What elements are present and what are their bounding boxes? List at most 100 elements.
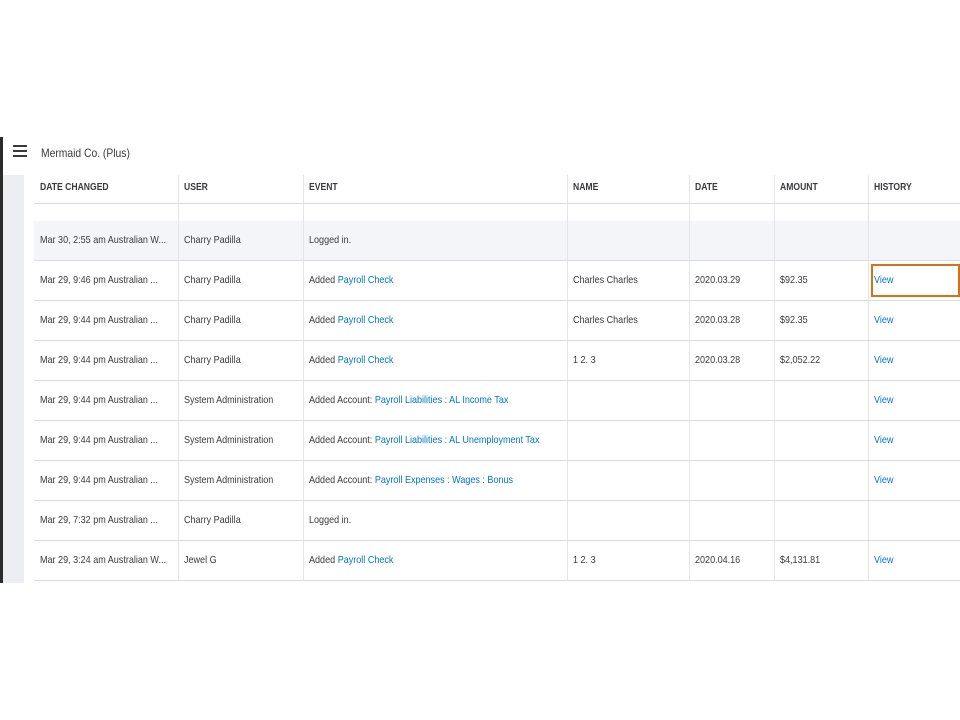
view-link[interactable]: View xyxy=(874,434,894,446)
event-link[interactable]: Payroll Check xyxy=(337,554,394,566)
amount-cell: $4,131.81 xyxy=(780,554,866,566)
amount-cell: $2,052.22 xyxy=(780,354,866,366)
date-cell: 2020.03.29 xyxy=(695,274,772,286)
event-cell: Added Payroll Check xyxy=(309,354,565,366)
cell-text: Added Account: Payroll Expenses : Wages :… xyxy=(309,474,513,486)
event-action: Added Account: xyxy=(309,394,373,406)
event-action: Logged in. xyxy=(309,234,352,246)
name-cell: 1 2. 3 xyxy=(573,354,687,366)
table-row xyxy=(34,221,960,261)
date-changed-cell: Mar 29, 9:44 pm Australian ... xyxy=(40,314,176,326)
date-cell: 2020.04.16 xyxy=(695,554,772,566)
column-separator xyxy=(303,175,304,581)
cell-text: System Administration xyxy=(184,394,274,406)
user-cell: Jewel G xyxy=(184,554,301,566)
event-link[interactable]: Payroll Liabilities : AL Unemployment Ta… xyxy=(374,434,540,446)
history-cell: View xyxy=(874,314,958,326)
column-header-text: USER xyxy=(184,182,208,193)
event-action: Added xyxy=(309,354,336,366)
view-link[interactable]: View xyxy=(874,354,894,366)
event-action: Added xyxy=(309,314,336,326)
cell-text: Mar 29, 9:44 pm Australian ... xyxy=(40,314,158,326)
cell-text: View xyxy=(874,274,893,286)
cell-text: Charry Padilla xyxy=(184,274,241,286)
event-cell: Logged in. xyxy=(309,514,565,526)
event-cell: Logged in. xyxy=(309,234,565,246)
table-row xyxy=(34,341,960,381)
partial-row xyxy=(34,203,960,222)
cell-text: Charry Padilla xyxy=(184,234,241,246)
column-header-text: NAME xyxy=(573,182,599,193)
date-changed-cell: Mar 29, 9:44 pm Australian ... xyxy=(40,394,176,406)
cell-text: Mar 29, 3:24 am Australian W... xyxy=(40,554,166,566)
column-header-text: EVENT xyxy=(309,182,338,193)
window-edge xyxy=(0,137,3,583)
event-action: Added Account: xyxy=(309,474,373,486)
view-link[interactable]: View xyxy=(874,314,894,326)
user-cell: System Administration xyxy=(184,474,301,486)
user-cell: Charry Padilla xyxy=(184,314,301,326)
view-link[interactable]: View xyxy=(874,554,894,566)
cell-text: View xyxy=(874,354,893,366)
column-header: DATE xyxy=(695,182,772,193)
date-changed-cell: Mar 29, 9:44 pm Australian ... xyxy=(40,354,176,366)
column-separator xyxy=(567,175,568,581)
view-link[interactable]: View xyxy=(874,394,894,406)
cell-text: Logged in. xyxy=(309,514,351,526)
cell-text: 2020.03.28 xyxy=(695,314,741,326)
sidebar xyxy=(3,175,24,583)
event-action: Added xyxy=(309,554,336,566)
column-header: NAME xyxy=(573,182,687,193)
cell-text: View xyxy=(874,394,893,406)
event-cell: Added Payroll Check xyxy=(309,274,565,286)
cell-text: Mar 29, 9:44 pm Australian ... xyxy=(40,394,158,406)
company-title: Mermaid Co. (Plus) xyxy=(41,146,144,160)
title-text: Mermaid Co. (Plus) xyxy=(41,146,130,160)
column-separator xyxy=(774,175,775,581)
column-header: EVENT xyxy=(309,182,565,193)
cell-text: Mar 30, 2:55 am Australian W... xyxy=(40,234,166,246)
event-action: Added Account: xyxy=(309,434,373,446)
header-row xyxy=(34,175,960,204)
date-changed-cell: Mar 29, 3:24 am Australian W... xyxy=(40,554,176,566)
event-link[interactable]: Payroll Check xyxy=(337,274,394,286)
table-row xyxy=(34,301,960,341)
cell-text: Added Payroll Check xyxy=(309,554,393,566)
cell-text: $92.35 xyxy=(780,314,808,326)
menu-icon[interactable] xyxy=(13,145,27,157)
event-link[interactable]: Payroll Check xyxy=(337,354,394,366)
date-cell: 2020.03.28 xyxy=(695,354,772,366)
event-link[interactable]: Payroll Liabilities : AL Income Tax xyxy=(374,394,509,406)
cell-text: View xyxy=(874,314,893,326)
event-link[interactable]: Payroll Expenses : Wages : Bonus xyxy=(374,474,514,486)
history-cell: View xyxy=(874,394,958,406)
table-row xyxy=(34,381,960,421)
cell-text: Added Payroll Check xyxy=(309,354,393,366)
table-row xyxy=(34,261,960,301)
cell-text: 2020.04.16 xyxy=(695,554,741,566)
view-link[interactable]: View xyxy=(874,274,894,286)
cell-text: View xyxy=(874,434,893,446)
cell-text: Charry Padilla xyxy=(184,514,241,526)
user-cell: Charry Padilla xyxy=(184,514,301,526)
name-cell: Charles Charles xyxy=(573,314,687,326)
cell-text: Mar 29, 9:44 pm Australian ... xyxy=(40,354,158,366)
cell-text: System Administration xyxy=(184,474,274,486)
event-cell: Added Account: Payroll Expenses : Wages :… xyxy=(309,474,565,486)
cell-text: Added Payroll Check xyxy=(309,314,393,326)
cell-text: Added Payroll Check xyxy=(309,274,393,286)
view-link[interactable]: View xyxy=(874,474,894,486)
history-cell: View xyxy=(874,434,958,446)
event-cell: Added Payroll Check xyxy=(309,314,565,326)
event-link[interactable]: Payroll Check xyxy=(337,314,394,326)
user-cell: System Administration xyxy=(184,394,301,406)
cell-text: System Administration xyxy=(184,434,274,446)
cell-text: $2,052.22 xyxy=(780,354,821,366)
table-row xyxy=(34,501,960,541)
event-cell: Added Payroll Check xyxy=(309,554,565,566)
column-header: HISTORY xyxy=(874,182,958,193)
cell-text: Logged in. xyxy=(309,234,351,246)
date-changed-cell: Mar 29, 7:32 pm Australian ... xyxy=(40,514,176,526)
cell-text: Added Account: Payroll Liabilities : AL U… xyxy=(309,434,539,446)
